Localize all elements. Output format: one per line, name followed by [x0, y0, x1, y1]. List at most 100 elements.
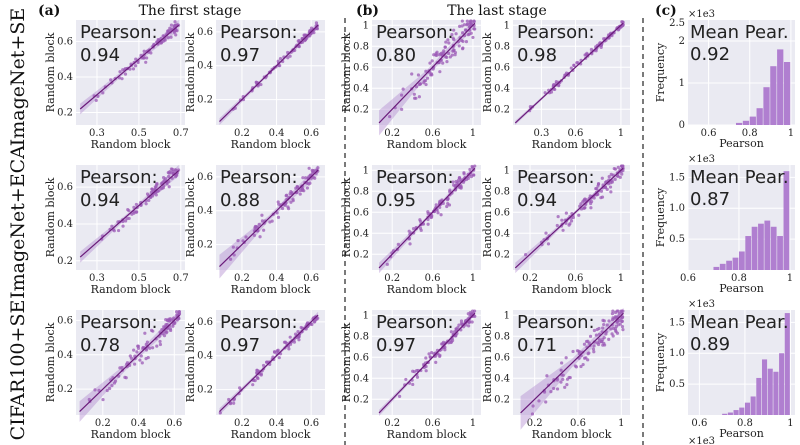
data-point	[581, 362, 585, 367]
data-point	[616, 165, 620, 169]
data-point	[572, 63, 576, 67]
data-point	[260, 213, 264, 217]
regression-line	[79, 170, 180, 258]
y-tick-label: 1.0	[669, 203, 685, 214]
data-point	[110, 384, 114, 388]
data-point	[472, 19, 476, 23]
x-axis-label: Random block	[231, 138, 311, 151]
data-point	[161, 186, 165, 190]
data-point	[462, 172, 466, 176]
data-point	[441, 61, 445, 65]
data-point	[583, 206, 587, 210]
data-point	[466, 33, 470, 37]
histogram-bar	[738, 251, 745, 270]
data-point	[292, 340, 297, 344]
x-axis-label: Pearson	[719, 137, 764, 150]
data-point	[451, 180, 455, 184]
data-point	[289, 200, 293, 204]
pearson-value: 0.97	[220, 335, 260, 356]
data-point	[149, 51, 153, 55]
data-point	[439, 52, 443, 56]
x-tick-label: 0.4	[269, 418, 285, 429]
data-point	[314, 21, 319, 25]
histogram-bar	[726, 260, 732, 270]
y-tick-label: 0.4	[494, 83, 510, 94]
data-point	[591, 347, 596, 351]
data-point	[173, 20, 177, 24]
data-point	[619, 316, 623, 320]
data-point	[456, 180, 460, 184]
x-tick-label: 0.6	[166, 418, 182, 429]
mean-pearson-value: 0.87	[690, 189, 730, 210]
data-point	[599, 45, 603, 49]
x-tick-label: 0.8	[737, 418, 753, 429]
x-tick-label: 0.6	[691, 418, 707, 429]
data-point	[161, 39, 165, 43]
data-point	[232, 401, 236, 405]
data-point	[574, 365, 578, 369]
pearson-label: Pearson:	[517, 167, 595, 188]
data-point	[592, 344, 596, 348]
data-point	[232, 253, 236, 257]
y-tick-label: 0.2	[494, 394, 510, 405]
data-point	[404, 377, 408, 382]
x-tick-label: 0.6	[568, 128, 584, 139]
data-point	[445, 204, 449, 209]
data-point	[132, 211, 136, 215]
x-tick-label: 0.3	[533, 128, 549, 139]
data-point	[610, 179, 614, 183]
data-point	[414, 85, 419, 89]
histogram-bar	[767, 368, 773, 415]
data-point	[276, 200, 280, 204]
data-point	[312, 31, 316, 35]
x-tick-label: 0.2	[95, 418, 111, 429]
data-point	[607, 319, 611, 323]
histogram-bar	[777, 236, 783, 270]
data-point	[545, 374, 549, 378]
data-point	[177, 310, 181, 314]
pearson-value: 0.94	[80, 190, 120, 211]
data-point	[162, 334, 167, 338]
data-point	[133, 362, 137, 366]
data-point	[438, 354, 442, 359]
data-point	[601, 318, 605, 322]
data-point	[561, 373, 565, 377]
data-point	[450, 33, 454, 37]
data-point	[611, 326, 616, 331]
data-point	[142, 49, 146, 53]
y-multiplier-label: ×1e3	[688, 9, 715, 20]
data-point	[611, 309, 615, 313]
data-point	[445, 55, 449, 60]
data-point	[161, 175, 166, 180]
data-point	[155, 344, 159, 348]
data-point	[605, 323, 609, 327]
data-point	[162, 325, 166, 329]
data-point	[244, 235, 248, 239]
data-point	[470, 22, 474, 26]
x-axis-label: Pearson	[719, 282, 764, 295]
data-point	[298, 192, 302, 196]
x-axis-label: Random block	[532, 283, 612, 296]
data-point	[231, 245, 235, 249]
data-point	[621, 20, 625, 24]
y-tick-label: 2	[679, 36, 685, 47]
data-point	[94, 98, 98, 103]
data-point	[465, 23, 469, 27]
data-point	[123, 375, 127, 379]
data-point	[468, 19, 473, 23]
row-label-imagenet-se: ImageNet+SE	[7, 8, 29, 147]
data-point	[569, 219, 574, 223]
data-point	[457, 176, 462, 180]
data-point	[549, 390, 553, 394]
data-point	[142, 56, 146, 60]
y-tick-label: 0.8	[353, 331, 369, 342]
histogram-bar	[763, 87, 770, 125]
data-point	[600, 176, 604, 180]
x-tick-label: 0.6	[303, 273, 319, 284]
x-tick-label: 0.7	[173, 273, 189, 284]
data-point	[136, 60, 140, 65]
data-point	[307, 166, 311, 170]
data-point	[436, 211, 440, 215]
data-point	[617, 318, 621, 323]
